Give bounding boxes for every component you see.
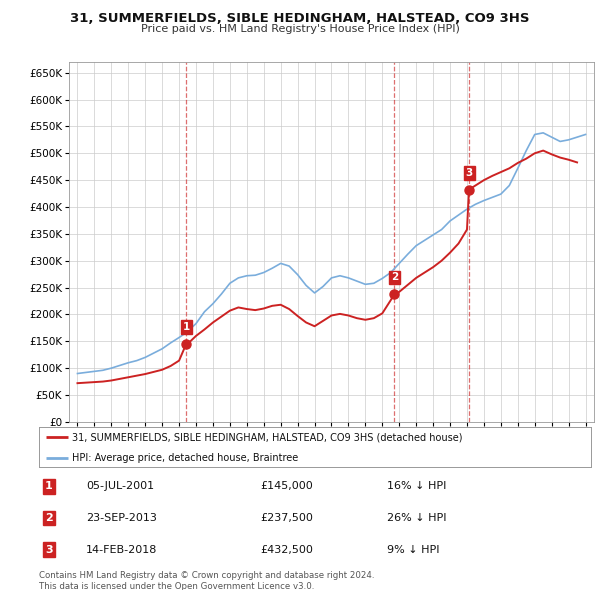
Text: 2: 2 (45, 513, 53, 523)
Text: 26% ↓ HPI: 26% ↓ HPI (387, 513, 446, 523)
Text: 05-JUL-2001: 05-JUL-2001 (86, 481, 154, 491)
Text: 14-FEB-2018: 14-FEB-2018 (86, 545, 157, 555)
Text: 1: 1 (182, 322, 190, 332)
Text: 16% ↓ HPI: 16% ↓ HPI (387, 481, 446, 491)
Text: £145,000: £145,000 (260, 481, 313, 491)
Text: 23-SEP-2013: 23-SEP-2013 (86, 513, 157, 523)
Text: HPI: Average price, detached house, Braintree: HPI: Average price, detached house, Brai… (72, 454, 298, 464)
Text: £237,500: £237,500 (260, 513, 313, 523)
Text: 3: 3 (45, 545, 53, 555)
Text: 1: 1 (45, 481, 53, 491)
Text: This data is licensed under the Open Government Licence v3.0.: This data is licensed under the Open Gov… (39, 582, 314, 590)
Text: Contains HM Land Registry data © Crown copyright and database right 2024.: Contains HM Land Registry data © Crown c… (39, 571, 374, 579)
Text: 3: 3 (466, 168, 473, 178)
Text: £432,500: £432,500 (260, 545, 313, 555)
Text: 9% ↓ HPI: 9% ↓ HPI (387, 545, 439, 555)
Text: Price paid vs. HM Land Registry's House Price Index (HPI): Price paid vs. HM Land Registry's House … (140, 24, 460, 34)
Text: 2: 2 (391, 273, 398, 283)
Text: 31, SUMMERFIELDS, SIBLE HEDINGHAM, HALSTEAD, CO9 3HS (detached house): 31, SUMMERFIELDS, SIBLE HEDINGHAM, HALST… (72, 432, 463, 442)
Text: 31, SUMMERFIELDS, SIBLE HEDINGHAM, HALSTEAD, CO9 3HS: 31, SUMMERFIELDS, SIBLE HEDINGHAM, HALST… (70, 12, 530, 25)
